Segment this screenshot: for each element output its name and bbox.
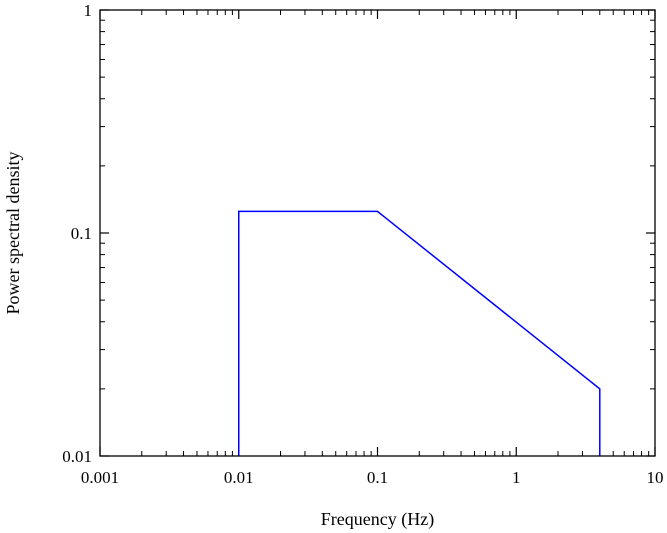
y-tick-label: 1 — [84, 1, 93, 20]
y-tick-label: 0.01 — [62, 447, 92, 466]
plot-frame — [99, 9, 656, 457]
major-ticks — [99, 9, 656, 457]
x-axis-title: Frequency (Hz) — [321, 509, 434, 530]
y-tick-label: 0.1 — [71, 224, 92, 243]
series-layer — [238, 210, 601, 456]
x-tick-label: 0.01 — [224, 468, 254, 487]
x-tick-label: 0.1 — [367, 468, 388, 487]
x-tick-labels: 0.001 0.01 0.1 1 10 — [81, 468, 664, 487]
x-tick-label: 10 — [647, 468, 664, 487]
x-tick-label: 0.001 — [81, 468, 119, 487]
series-line — [238, 210, 601, 456]
minor-ticks — [100, 10, 655, 456]
x-tick-label: 1 — [512, 468, 521, 487]
y-tick-labels: 0.01 0.1 1 — [62, 1, 92, 466]
y-axis-title: Power spectral density — [3, 152, 23, 315]
